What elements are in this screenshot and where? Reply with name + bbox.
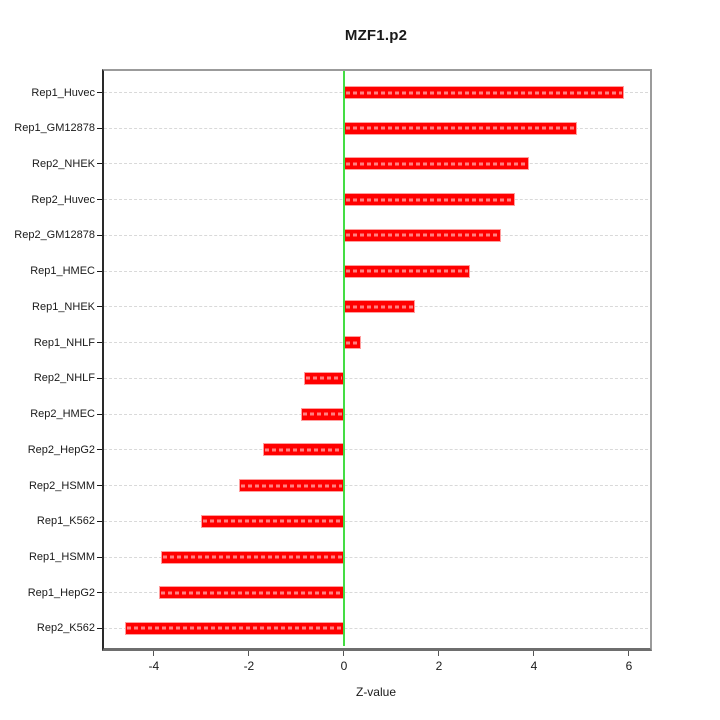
bar-Rep1_HSMM [161, 550, 344, 564]
x-axis-title: Z-value [355, 685, 396, 699]
y-label-Rep1_NHLF: Rep1_NHLF [33, 336, 95, 349]
plot-area [104, 71, 648, 646]
y-label-Rep1_HSMM: Rep1_HSMM [28, 551, 95, 564]
bar-Rep1_NHEK [343, 300, 416, 314]
y-tick [97, 127, 104, 129]
y-label-Rep1_HMEC: Rep1_HMEC [30, 265, 95, 278]
bar-stripe [345, 269, 468, 273]
bar-Rep1_GM12878 [343, 121, 577, 135]
bar-stripe [345, 126, 575, 130]
bar-stripe [163, 555, 342, 559]
bar-Rep1_K562 [201, 514, 344, 528]
gridline [104, 485, 648, 487]
bar-Rep2_NHEK [343, 157, 530, 171]
x-tick [153, 649, 155, 656]
y-label-Rep2_Huvec: Rep2_Huvec [31, 193, 95, 206]
y-tick [97, 342, 104, 344]
y-label-Rep2_K562: Rep2_K562 [36, 622, 95, 635]
gridline [104, 627, 648, 629]
gridline [104, 342, 648, 344]
bar-stripe [303, 412, 342, 416]
y-tick [97, 306, 104, 308]
y-tick [97, 627, 104, 629]
y-tick [97, 592, 104, 594]
y-tick [97, 377, 104, 379]
bar-Rep2_HSMM [239, 479, 344, 493]
y-label-Rep1_NHEK: Rep1_NHEK [32, 300, 95, 313]
bar-stripe [265, 448, 342, 452]
x-tick [628, 649, 630, 656]
bar-stripe [127, 626, 342, 630]
bar-Rep2_NHLF [303, 371, 344, 385]
y-tick [97, 413, 104, 415]
y-tick [97, 520, 104, 522]
gridline [104, 556, 648, 558]
y-label-Rep1_HepG2: Rep1_HepG2 [27, 586, 95, 599]
bar-Rep1_Huvec [343, 86, 625, 99]
gridline [104, 377, 648, 379]
gridline [104, 520, 648, 522]
bar-Rep1_NHLF [343, 336, 361, 350]
bar-stripe [345, 233, 499, 237]
y-label-Rep1_K562: Rep1_K562 [36, 515, 95, 528]
y-tick [97, 92, 104, 93]
bar-stripe [305, 376, 342, 380]
x-tick [343, 649, 345, 656]
x-tick-label: 0 [340, 659, 348, 673]
bar-stripe [241, 484, 342, 488]
y-tick [97, 556, 104, 558]
y-tick [97, 270, 104, 272]
bar-stripe [203, 519, 342, 523]
gridline [104, 413, 648, 415]
y-label-Rep1_GM12878: Rep1_GM12878 [14, 122, 95, 135]
bar-Rep2_HepG2 [263, 443, 344, 457]
y-tick [97, 199, 104, 201]
y-tick [97, 449, 104, 451]
x-tick-label: 6 [625, 659, 633, 673]
y-label-Rep1_Huvec: Rep1_Huvec [31, 86, 95, 99]
y-label-Rep2_HMEC: Rep2_HMEC [30, 408, 95, 421]
bar-stripe [345, 162, 528, 166]
x-tick [438, 649, 440, 656]
x-tick-label: -4 [148, 659, 160, 673]
y-label-Rep2_HepG2: Rep2_HepG2 [27, 443, 95, 456]
y-label-Rep2_HSMM: Rep2_HSMM [28, 479, 95, 492]
gridline [104, 449, 648, 451]
gridline [104, 592, 648, 594]
bar-Rep2_HMEC [301, 407, 344, 421]
bar-Rep2_K562 [125, 621, 344, 635]
bar-stripe [345, 305, 414, 309]
y-tick [97, 234, 104, 236]
zero-reference-line [342, 71, 345, 646]
bar-Rep2_GM12878 [343, 228, 501, 242]
bar-stripe [160, 591, 342, 595]
bar-Rep1_HepG2 [158, 586, 344, 600]
x-tick [248, 649, 250, 656]
x-tick-label: -2 [243, 659, 255, 673]
bar-stripe [345, 91, 623, 94]
chart-title: MZF1.p2 [344, 27, 408, 44]
bar-Rep1_HMEC [343, 264, 470, 278]
y-label-Rep2_NHLF: Rep2_NHLF [33, 372, 95, 385]
bar-stripe [345, 198, 513, 202]
y-label-Rep2_GM12878: Rep2_GM12878 [14, 229, 95, 242]
bar-stripe [345, 341, 359, 345]
x-tick-label: 2 [435, 659, 443, 673]
y-tick [97, 485, 104, 487]
bar-Rep2_Huvec [343, 193, 515, 207]
x-tick [533, 649, 535, 656]
y-tick [97, 163, 104, 165]
y-label-Rep2_NHEK: Rep2_NHEK [32, 157, 95, 170]
x-tick-label: 4 [530, 659, 538, 673]
